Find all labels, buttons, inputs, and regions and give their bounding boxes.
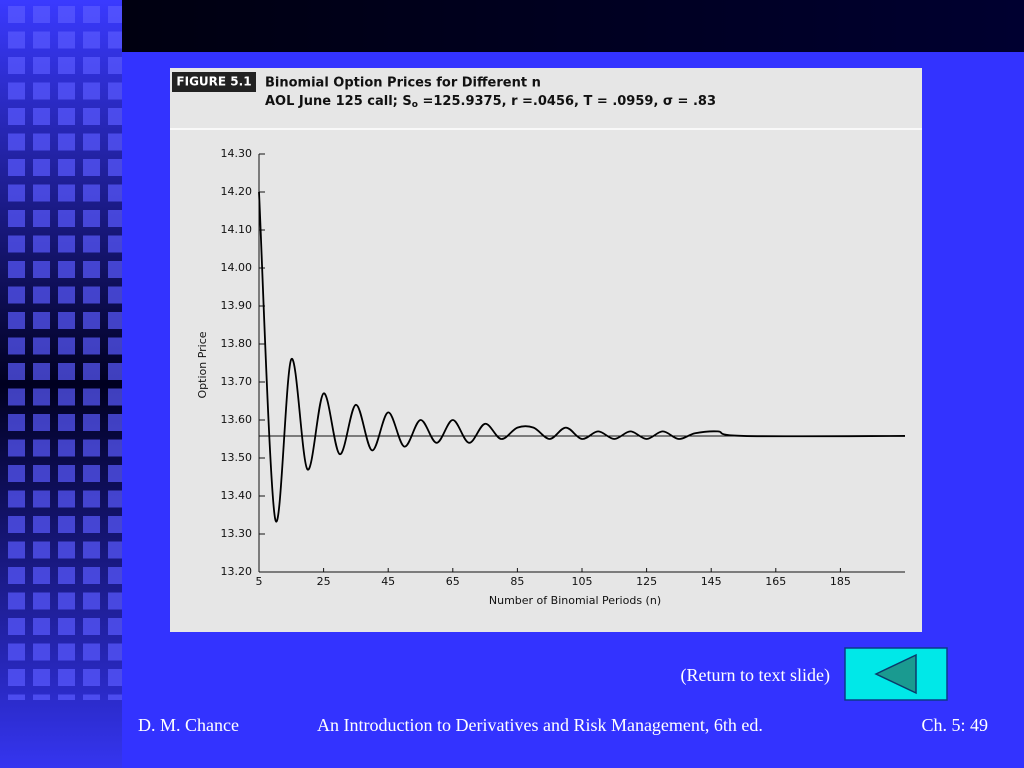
footer-page: Ch. 5: 49 <box>921 715 988 735</box>
footer-book: An Introduction to Derivatives and Risk … <box>317 715 763 735</box>
y-tick-label: 13.20 <box>221 565 253 578</box>
y-tick-label: 13.80 <box>221 337 253 350</box>
y-tick-label: 14.20 <box>221 185 253 198</box>
subtitle-part: =125.9375, r =.0456, T = .0959, σ = .83 <box>418 94 716 109</box>
x-tick-label: 145 <box>701 575 722 588</box>
x-tick-label: 125 <box>636 575 657 588</box>
subtitle-part: AOL June 125 call; S <box>265 94 412 109</box>
chart-title: Binomial Option Prices for Different n <box>265 76 541 91</box>
x-tick-label: 25 <box>317 575 331 588</box>
y-tick-label: 13.40 <box>221 489 253 502</box>
x-tick-label: 5 <box>256 575 263 588</box>
y-tick-label: 14.10 <box>221 223 253 236</box>
figure-label-box <box>172 72 256 92</box>
y-tick-label: 13.30 <box>221 527 253 540</box>
y-tick-label: 14.00 <box>221 261 253 274</box>
subtitle-subscript: o <box>412 100 418 110</box>
footer-author: D. M. Chance <box>138 715 239 735</box>
return-button[interactable] <box>844 647 948 701</box>
x-tick-label: 65 <box>446 575 460 588</box>
left-pattern <box>0 0 122 700</box>
x-tick-label: 45 <box>381 575 395 588</box>
chart-subtitle: AOL June 125 call; So =125.9375, r =.045… <box>265 94 716 110</box>
y-axis-label: Option Price <box>196 331 209 398</box>
price-line <box>258 191 906 523</box>
x-tick-label: 165 <box>765 575 786 588</box>
y-tick-label: 14.30 <box>221 147 253 160</box>
x-axis-label: Number of Binomial Periods (n) <box>489 594 661 607</box>
x-tick-label: 185 <box>830 575 851 588</box>
y-tick-label: 13.50 <box>221 451 253 464</box>
figure-label: FIGURE 5.1 <box>176 75 251 89</box>
y-tick-label: 13.70 <box>221 375 253 388</box>
back-arrow-icon[interactable] <box>874 653 917 695</box>
x-tick-label: 105 <box>572 575 593 588</box>
y-tick-label: 13.90 <box>221 299 253 312</box>
x-tick-label: 85 <box>510 575 524 588</box>
figure-panel <box>170 68 922 632</box>
top-bar <box>122 0 1024 52</box>
return-link-text[interactable]: (Return to text slide) <box>681 665 830 686</box>
y-tick-label: 13.60 <box>221 413 253 426</box>
return-link[interactable]: (Return to text slide) <box>681 665 830 686</box>
